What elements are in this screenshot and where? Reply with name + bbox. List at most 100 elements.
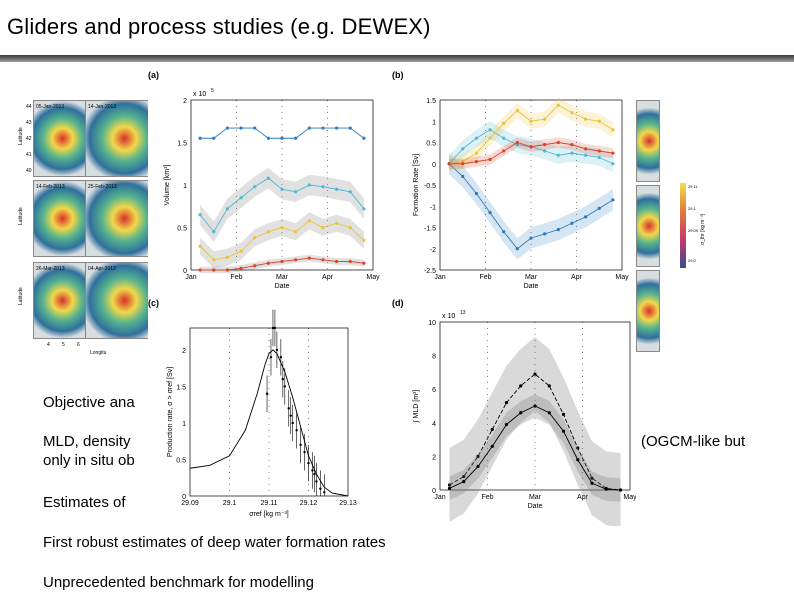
y-tick-label: 10 bbox=[428, 320, 436, 327]
bullet-2-cont: only in situ ob bbox=[43, 452, 135, 469]
data-point bbox=[280, 136, 284, 140]
x-tick-label: Apr bbox=[571, 274, 583, 281]
data-point bbox=[561, 429, 566, 433]
data-point bbox=[266, 261, 270, 265]
map-panel bbox=[85, 262, 157, 339]
data-point bbox=[570, 111, 574, 115]
data-point bbox=[280, 259, 284, 264]
y-tick-label: 4 bbox=[432, 421, 436, 428]
data-point bbox=[474, 160, 478, 164]
data-point bbox=[321, 185, 325, 189]
colorbar-tick: 29.11 bbox=[688, 184, 698, 189]
y-axis-label: Volume [km³] bbox=[164, 165, 171, 206]
panel-label: (c) bbox=[148, 298, 159, 308]
data-point bbox=[321, 258, 325, 262]
y-tick-label: 0.5 bbox=[426, 141, 436, 148]
data-point bbox=[447, 162, 451, 166]
data-point bbox=[519, 384, 523, 388]
y-tick-label: 8 bbox=[432, 354, 436, 361]
data-point bbox=[303, 450, 306, 454]
data-point bbox=[556, 140, 560, 145]
data-point bbox=[271, 326, 275, 330]
data-point bbox=[307, 183, 311, 187]
data-point bbox=[543, 143, 547, 147]
colorbar-tick: 29.0 bbox=[688, 258, 697, 263]
map-axis-label: Latitude bbox=[18, 207, 24, 225]
data-point bbox=[348, 225, 352, 230]
data-point bbox=[474, 151, 478, 155]
panel-label: (a) bbox=[148, 70, 159, 80]
chart-c: (c) 0 0.5 1 1.5 2 29.09 29.1 29.11 29.12 29.13 σref… bbox=[148, 298, 357, 518]
data-point bbox=[474, 191, 478, 196]
data-point bbox=[362, 136, 366, 140]
colorbar bbox=[680, 183, 686, 268]
data-point bbox=[490, 444, 494, 448]
x-tick-label: 29.12 bbox=[300, 500, 318, 507]
x-tick-label: Feb bbox=[230, 274, 242, 281]
x-tick-label: May bbox=[615, 274, 629, 281]
y-tick-label: -1 bbox=[430, 204, 436, 211]
data-point bbox=[556, 228, 560, 232]
data-point bbox=[307, 219, 311, 223]
bullet-4: First robust estimates of deep water for… bbox=[43, 534, 386, 551]
x-axis-label: Date bbox=[528, 503, 543, 510]
map-axis-label: Longitu bbox=[90, 350, 107, 356]
data-point bbox=[279, 356, 283, 359]
data-point bbox=[212, 268, 216, 272]
y-tick-label: 1.5 bbox=[426, 98, 436, 105]
data-point bbox=[597, 206, 601, 210]
chart-b: (b) -2.5 -2 -1.5 -1 -0.5 0 0.5 1 1.5 Jan Feb Mar Apr M… bbox=[392, 70, 629, 290]
data-point bbox=[307, 461, 310, 465]
data-point bbox=[611, 162, 615, 166]
title-rule bbox=[0, 55, 794, 62]
data-point bbox=[488, 157, 492, 162]
y-tick-label: 1.5 bbox=[177, 141, 187, 148]
y-tick-label: 2 bbox=[182, 348, 186, 355]
map-tick: 44 bbox=[26, 104, 32, 110]
map-panel bbox=[85, 100, 157, 177]
y-exponent-label: x 10 bbox=[442, 313, 455, 320]
x-tick-label: Feb bbox=[479, 274, 491, 281]
data-point bbox=[294, 190, 298, 194]
data-point bbox=[225, 207, 229, 211]
map-panel bbox=[33, 262, 87, 339]
y-tick-label: -2.5 bbox=[424, 268, 436, 275]
series-band bbox=[449, 394, 621, 502]
data-point bbox=[570, 221, 574, 225]
map-panel-right bbox=[636, 270, 660, 352]
map-tick: 43 bbox=[26, 120, 32, 126]
data-point bbox=[447, 486, 452, 490]
data-point bbox=[502, 230, 506, 234]
data-point bbox=[198, 213, 202, 217]
series-band bbox=[449, 337, 621, 527]
data-point bbox=[590, 476, 594, 480]
data-point bbox=[576, 446, 580, 450]
data-point bbox=[348, 259, 352, 264]
map-tick: 41 bbox=[26, 152, 32, 158]
data-point bbox=[547, 411, 551, 415]
data-point bbox=[488, 128, 492, 132]
data-point bbox=[476, 464, 480, 469]
map-tick: 5 bbox=[62, 342, 65, 348]
colorbar-tick: 29.1 bbox=[688, 206, 697, 211]
y-tick-label: 0 bbox=[432, 488, 436, 495]
data-point bbox=[488, 136, 492, 140]
data-point bbox=[584, 153, 588, 157]
y-tick-label: -0.5 bbox=[424, 183, 436, 190]
data-point bbox=[476, 454, 480, 458]
y-exponent-power: 5 bbox=[211, 88, 214, 94]
data-point bbox=[280, 225, 284, 230]
data-point bbox=[289, 414, 292, 417]
series-band bbox=[449, 97, 613, 172]
data-point bbox=[315, 480, 318, 483]
data-point bbox=[519, 411, 523, 415]
map-tick: 42 bbox=[26, 136, 32, 142]
data-point bbox=[543, 117, 547, 121]
x-axis-label: Date bbox=[524, 283, 539, 290]
map-tick: 40 bbox=[26, 168, 32, 174]
data-point bbox=[311, 469, 314, 472]
data-point bbox=[604, 487, 608, 491]
data-point bbox=[556, 103, 560, 107]
data-point bbox=[198, 136, 202, 140]
y-tick-label: 0 bbox=[432, 162, 436, 169]
